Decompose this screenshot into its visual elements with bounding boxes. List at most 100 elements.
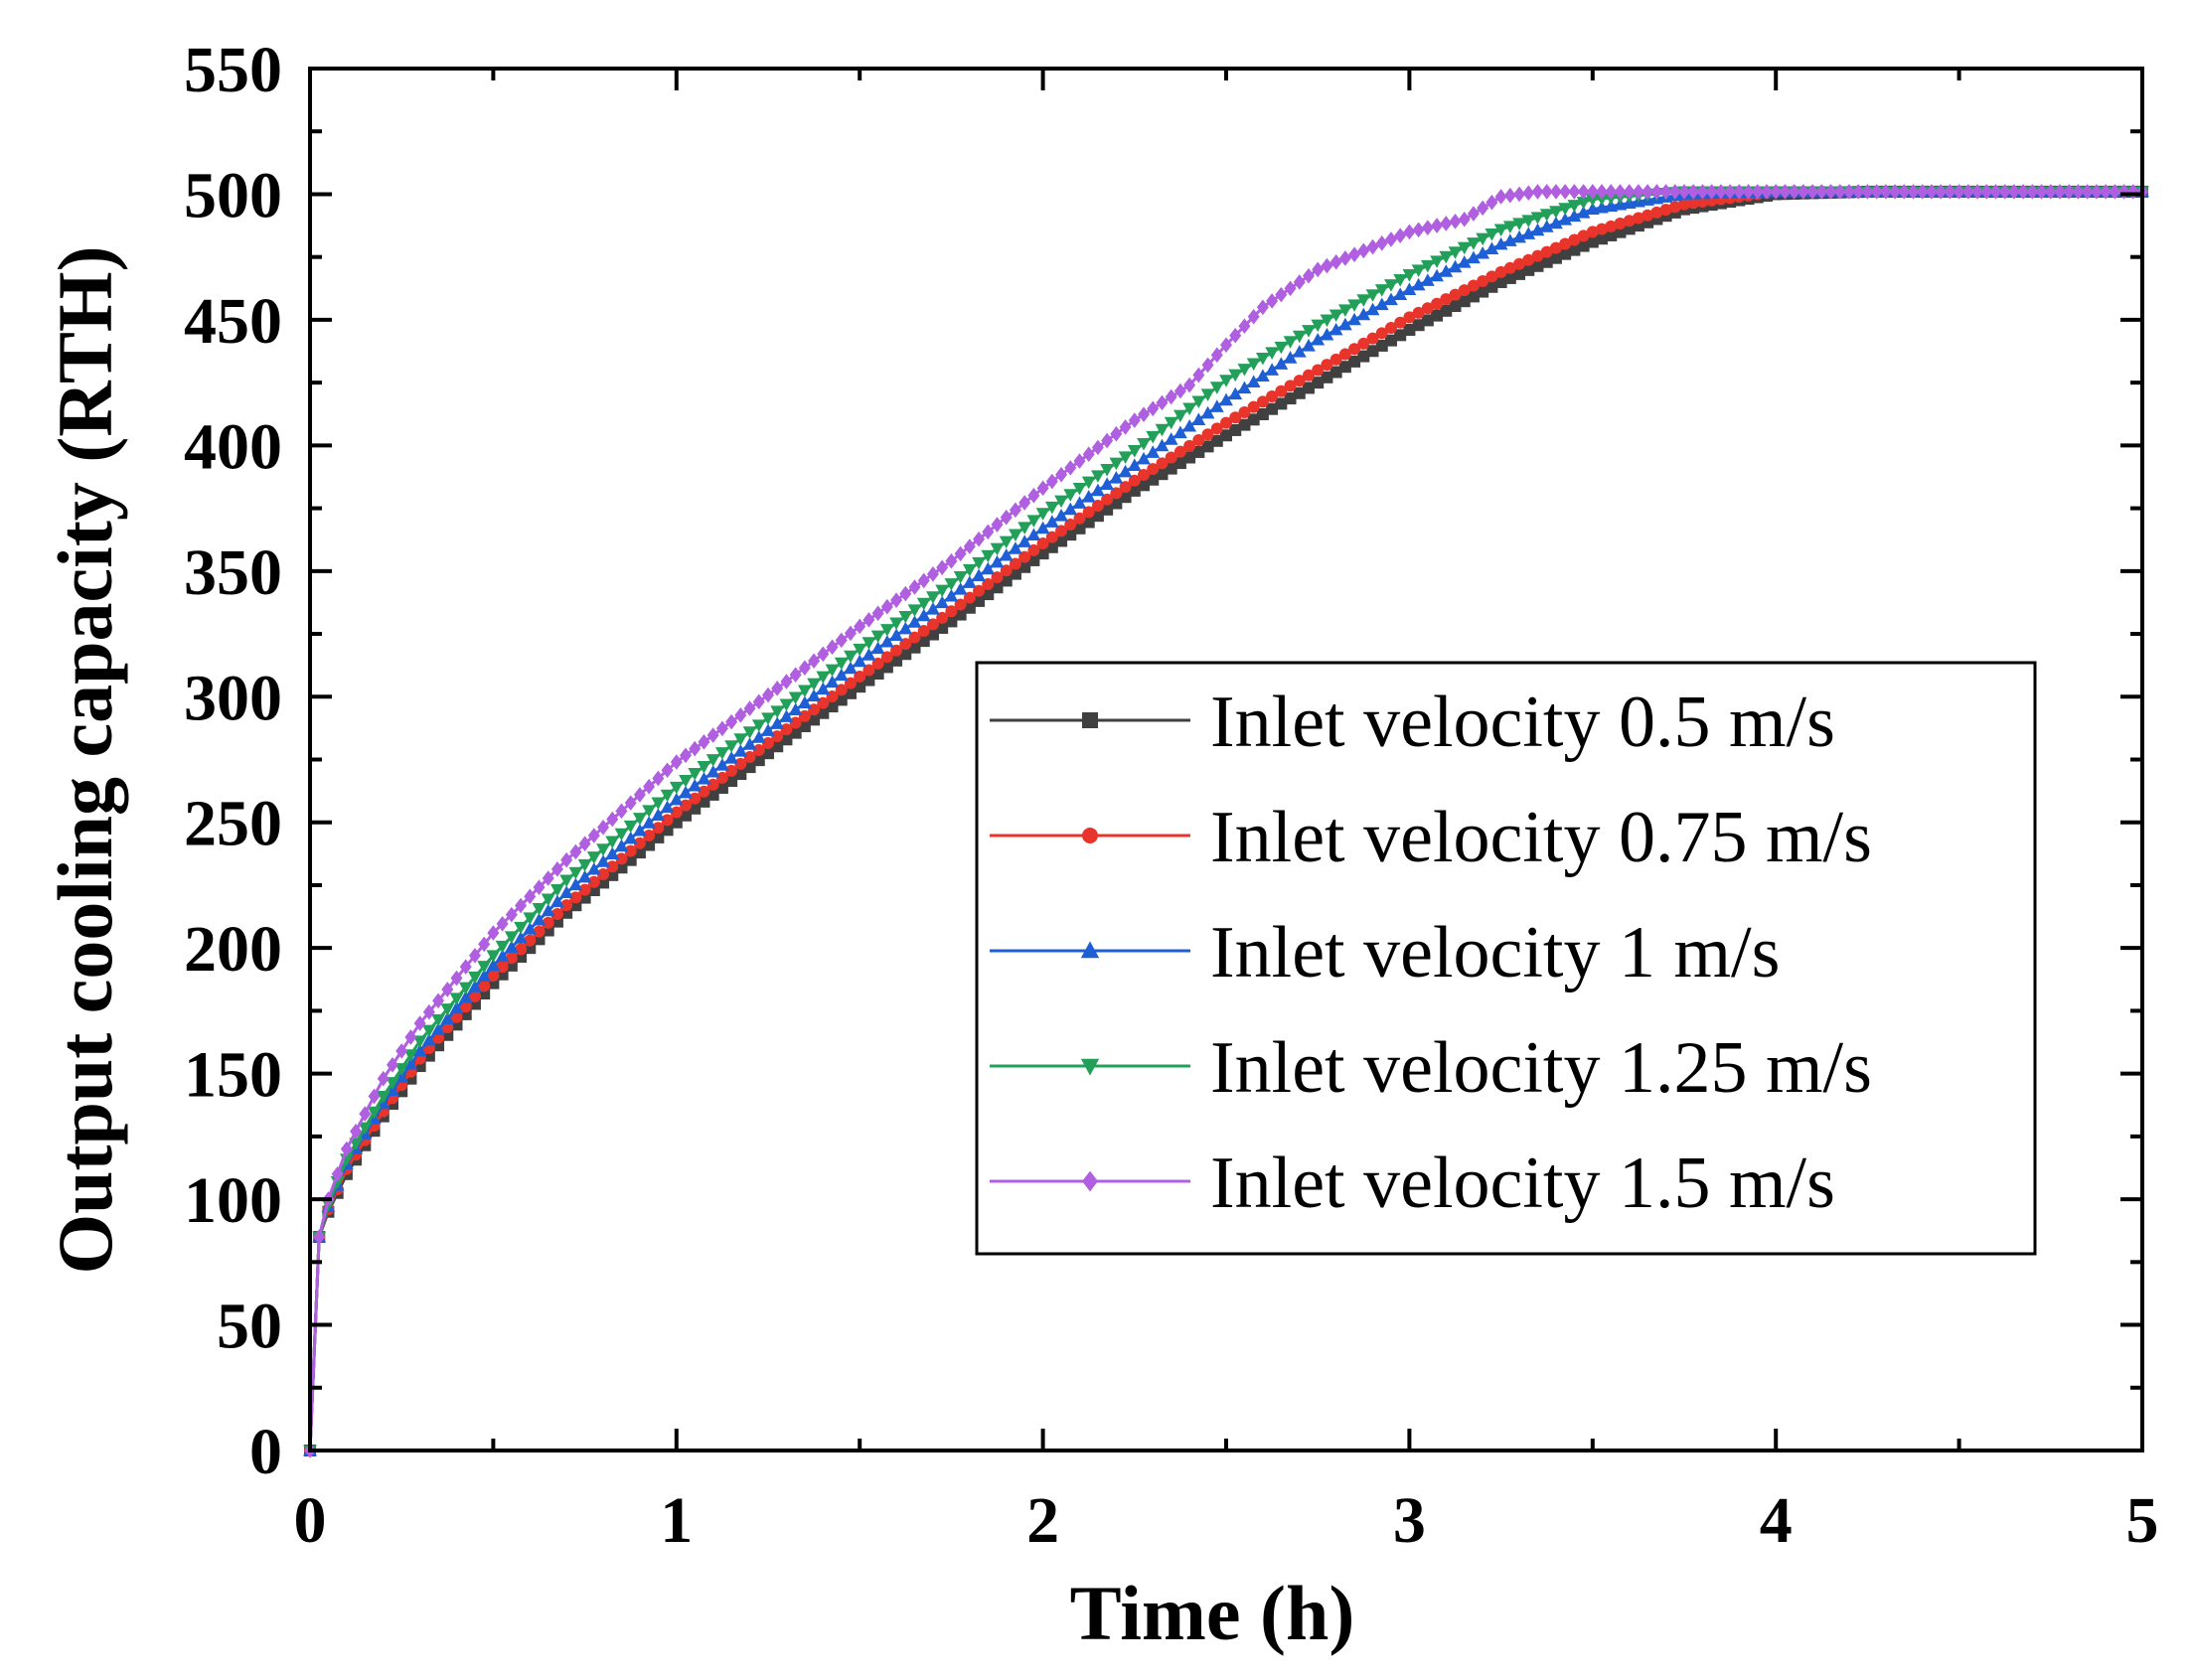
- data-point: [1623, 184, 1636, 200]
- x-tick-label: 3: [1393, 1484, 1426, 1557]
- data-point: [1659, 204, 1672, 217]
- data-point: [1017, 522, 1032, 535]
- data-point: [1411, 277, 1426, 291]
- data-point: [890, 644, 903, 657]
- data-point: [1806, 184, 1819, 200]
- data-point: [1659, 184, 1672, 200]
- data-point: [1530, 212, 1545, 225]
- data-point: [1394, 316, 1407, 329]
- data-point: [1733, 184, 1746, 200]
- data-point: [1770, 184, 1783, 200]
- data-point: [578, 836, 591, 852]
- data-point: [2044, 184, 2057, 200]
- data-point: [817, 706, 830, 719]
- data-point: [643, 839, 656, 851]
- data-point: [1402, 282, 1417, 295]
- data-point: [1486, 280, 1498, 293]
- data-point: [779, 709, 794, 722]
- data-point: [395, 1043, 408, 1059]
- data-point: [963, 601, 976, 614]
- data-point: [844, 687, 857, 699]
- data-point: [752, 754, 765, 767]
- data-point: [1366, 345, 1379, 358]
- data-point: [1705, 184, 1718, 200]
- data-point: [771, 730, 784, 743]
- series-5: [304, 184, 2148, 1458]
- data-point: [477, 969, 492, 983]
- data-point: [926, 628, 939, 641]
- data-point: [1412, 222, 1425, 238]
- data-point: [514, 931, 528, 944]
- data-point: [1457, 241, 1472, 255]
- data-point: [817, 696, 830, 709]
- data-point: [1302, 369, 1315, 382]
- data-point: [808, 703, 821, 716]
- data-point: [394, 1063, 409, 1076]
- data-point: [1861, 184, 1874, 200]
- data-point: [1540, 255, 1553, 268]
- data-point: [505, 906, 518, 923]
- data-point: [990, 554, 1005, 568]
- data-point: [660, 789, 675, 803]
- data-point: [421, 1032, 436, 1046]
- data-point: [1477, 274, 1489, 287]
- data-point: [1549, 206, 1563, 219]
- data-point: [926, 566, 939, 582]
- data-point: [1200, 405, 1215, 419]
- data-point: [862, 664, 875, 677]
- data-point: [834, 657, 849, 671]
- data-point: [597, 876, 610, 889]
- data-point: [670, 754, 683, 770]
- data-point: [1833, 184, 1846, 200]
- data-point: [898, 621, 913, 635]
- data-point: [1256, 395, 1269, 408]
- data-point: [586, 861, 601, 875]
- data-point: [1586, 235, 1599, 248]
- data-point: [1265, 363, 1279, 376]
- data-point: [917, 572, 930, 589]
- data-point: [944, 578, 959, 591]
- data-point: [533, 925, 546, 938]
- data-point: [1247, 308, 1260, 325]
- data-point: [889, 628, 903, 641]
- data-point: [1138, 479, 1151, 492]
- data-point: [752, 744, 765, 757]
- data-point: [1650, 206, 1663, 219]
- data-point: [1421, 302, 1434, 315]
- data-point: [991, 581, 1004, 594]
- data-point: [1576, 205, 1591, 219]
- data-point: [550, 894, 564, 908]
- data-point: [623, 820, 638, 834]
- data-point: [789, 726, 802, 739]
- data-point: [1146, 430, 1161, 444]
- data-point: [688, 768, 703, 781]
- data-point: [1586, 184, 1599, 200]
- legend-label: Inlet velocity 1.25 m/s: [1210, 1027, 1872, 1109]
- data-point: [1494, 189, 1507, 205]
- data-point: [1449, 288, 1462, 301]
- data-point: [1101, 503, 1114, 516]
- data-point: [1549, 184, 1562, 200]
- data-point: [1054, 495, 1068, 509]
- data-point: [532, 902, 547, 916]
- data-point: [1238, 405, 1251, 418]
- data-point: [788, 702, 803, 715]
- data-point: [643, 778, 656, 795]
- data-point: [1870, 184, 1883, 200]
- data-point: [1081, 476, 1096, 490]
- data-point: [1128, 412, 1141, 428]
- data-point: [1502, 221, 1517, 234]
- data-point: [642, 805, 657, 818]
- data-point: [1238, 418, 1251, 431]
- data-point: [724, 740, 739, 753]
- data-point: [560, 899, 573, 912]
- data-point: [1210, 422, 1223, 435]
- data-point: [1513, 267, 1526, 280]
- data-point: [761, 723, 775, 736]
- data-point: [1394, 329, 1407, 342]
- data-point: [1156, 457, 1169, 470]
- data-point: [1687, 197, 1700, 210]
- data-point: [1256, 408, 1269, 421]
- y-tick-label: 450: [184, 285, 282, 358]
- data-point: [742, 737, 757, 750]
